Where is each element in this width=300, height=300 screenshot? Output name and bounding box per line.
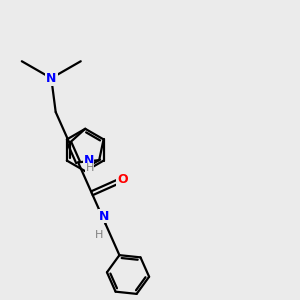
Text: H: H xyxy=(85,164,94,173)
Text: N: N xyxy=(46,72,56,85)
Text: N: N xyxy=(83,154,94,166)
Text: H: H xyxy=(95,230,103,239)
Text: O: O xyxy=(118,173,128,186)
Text: N: N xyxy=(99,210,110,223)
